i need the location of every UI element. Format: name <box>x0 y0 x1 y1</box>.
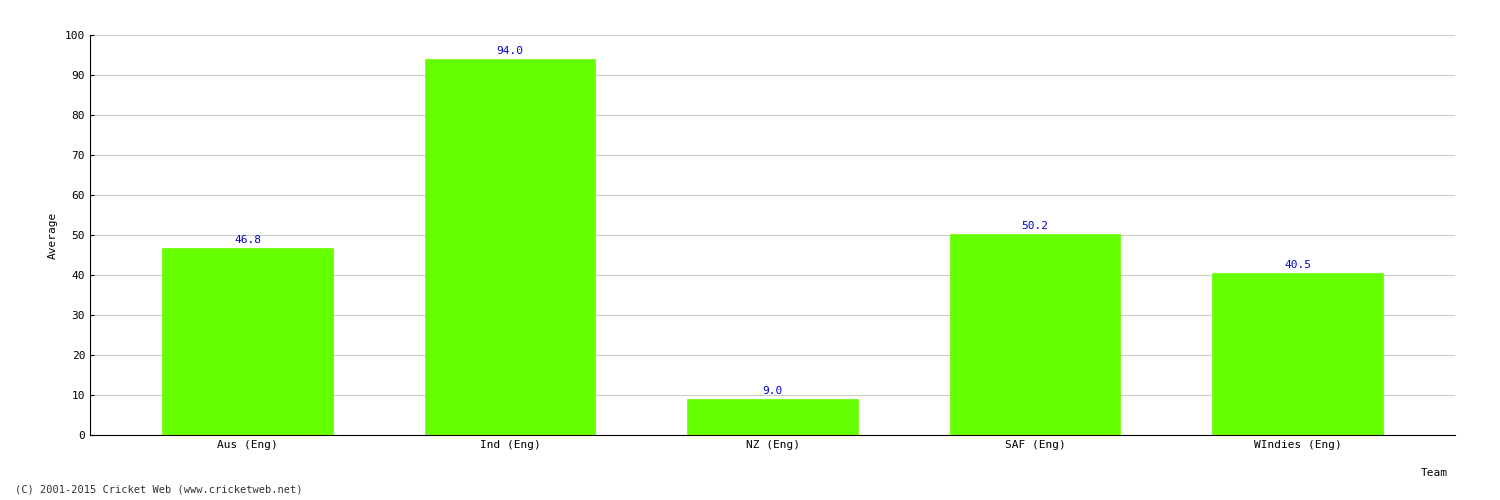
Text: 9.0: 9.0 <box>762 386 783 396</box>
Text: (C) 2001-2015 Cricket Web (www.cricketweb.net): (C) 2001-2015 Cricket Web (www.cricketwe… <box>15 485 303 495</box>
Text: 40.5: 40.5 <box>1284 260 1311 270</box>
Text: Team: Team <box>1420 468 1448 477</box>
Bar <box>950 234 1120 435</box>
Text: 46.8: 46.8 <box>234 234 261 244</box>
Y-axis label: Average: Average <box>48 212 58 258</box>
Bar <box>687 399 858 435</box>
Text: 94.0: 94.0 <box>496 46 523 56</box>
Bar <box>424 59 596 435</box>
Bar <box>162 248 333 435</box>
Bar <box>1212 273 1383 435</box>
Text: 50.2: 50.2 <box>1022 221 1048 231</box>
